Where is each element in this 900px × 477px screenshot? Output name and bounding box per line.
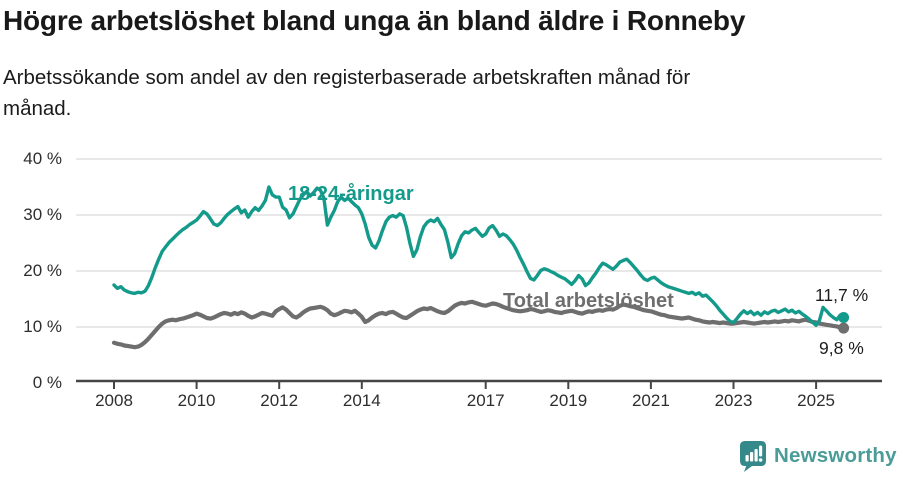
x-axis-label: 2023: [714, 391, 753, 410]
subtitle-line-2: månad.: [3, 97, 72, 120]
y-axis-label: 0 %: [32, 373, 62, 392]
x-axis-label: 2025: [797, 391, 835, 410]
end-value-label-total: 9,8 %: [819, 338, 864, 358]
x-axis-label: 2012: [260, 391, 299, 410]
x-axis-label: 2008: [95, 391, 133, 410]
brand-footer: Newsworthy: [739, 440, 897, 472]
y-axis-label: 40 %: [23, 149, 62, 168]
series-label-total: Total arbetslöshet: [503, 290, 674, 312]
x-axis-label: 2019: [549, 391, 588, 410]
y-axis-label: 10 %: [23, 317, 62, 336]
x-axis-label: 2021: [631, 391, 670, 410]
subtitle-line-1: Arbetssökande som andel av den registerb…: [3, 66, 691, 89]
y-axis-label: 20 %: [23, 261, 62, 280]
series-label-youth: 18-24-åringar: [288, 183, 414, 205]
chart-subtitle: Arbetssökande som andel av den registerb…: [3, 62, 883, 124]
x-axis-label: 2014: [342, 391, 381, 410]
end-value-label-youth: 11,7 %: [815, 285, 869, 305]
y-axis-label: 30 %: [23, 205, 62, 224]
newsworthy-logo-icon: [739, 440, 767, 472]
newsworthy-wordmark: Newsworthy: [774, 444, 897, 467]
x-axis-label: 2017: [466, 391, 505, 410]
chart-title: Högre arbetslöshet bland unga än bland ä…: [3, 5, 746, 36]
x-axis-label: 2010: [177, 391, 216, 410]
